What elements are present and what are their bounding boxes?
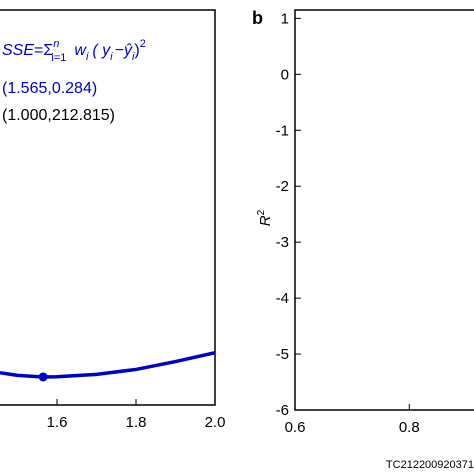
footer: TC212200920371 bbox=[386, 459, 474, 471]
formula-part: 2 bbox=[140, 38, 146, 50]
y-tick-label: -2 bbox=[276, 178, 289, 195]
annotation: (1.565,0.284) bbox=[2, 80, 97, 97]
formula-part: n bbox=[53, 38, 59, 50]
formula: SSE=Σn i=1 wi( yi −ŷi)2 bbox=[2, 38, 146, 64]
formula-part: =Σ bbox=[34, 42, 53, 59]
panel-label: b bbox=[252, 8, 263, 28]
y-tick-label: -5 bbox=[276, 346, 289, 363]
annotation: (1.000,212.815) bbox=[2, 107, 115, 124]
formula-part: i bbox=[110, 51, 113, 63]
y-tick-label: -1 bbox=[276, 122, 289, 139]
y-tick-label: -3 bbox=[276, 234, 289, 251]
x-tick-label: 1.8 bbox=[126, 414, 147, 431]
y-tick-label: 0 bbox=[281, 66, 289, 83]
y-tick-label: -6 bbox=[276, 402, 289, 419]
formula-part: i=1 bbox=[51, 52, 66, 64]
point bbox=[38, 372, 48, 382]
formula-part: ) bbox=[134, 42, 139, 59]
y-label-sup: 2 bbox=[256, 209, 267, 215]
axes-box bbox=[294, 9, 474, 411]
formula-part: w bbox=[74, 42, 87, 59]
x-tick-label: 1.6 bbox=[47, 414, 68, 431]
formula-part: −ŷ bbox=[115, 42, 133, 59]
x-tick-label: 2.0 bbox=[205, 414, 226, 431]
formula-part: i bbox=[86, 51, 89, 63]
y-tick-label: 1 bbox=[281, 10, 289, 27]
y-label: R bbox=[257, 215, 274, 226]
x-tick-label: 0.8 bbox=[399, 419, 420, 436]
formula-part: ( y bbox=[92, 42, 111, 59]
y-tick-label: -4 bbox=[276, 290, 289, 307]
plot-area bbox=[0, 350, 215, 382]
y-axis-label: R2 bbox=[256, 209, 274, 226]
formula-part: i bbox=[132, 51, 135, 63]
axes-box bbox=[0, 9, 216, 406]
formula-part: SSE bbox=[2, 42, 34, 59]
x-tick-label: 0.6 bbox=[285, 419, 306, 436]
curve bbox=[0, 350, 215, 379]
